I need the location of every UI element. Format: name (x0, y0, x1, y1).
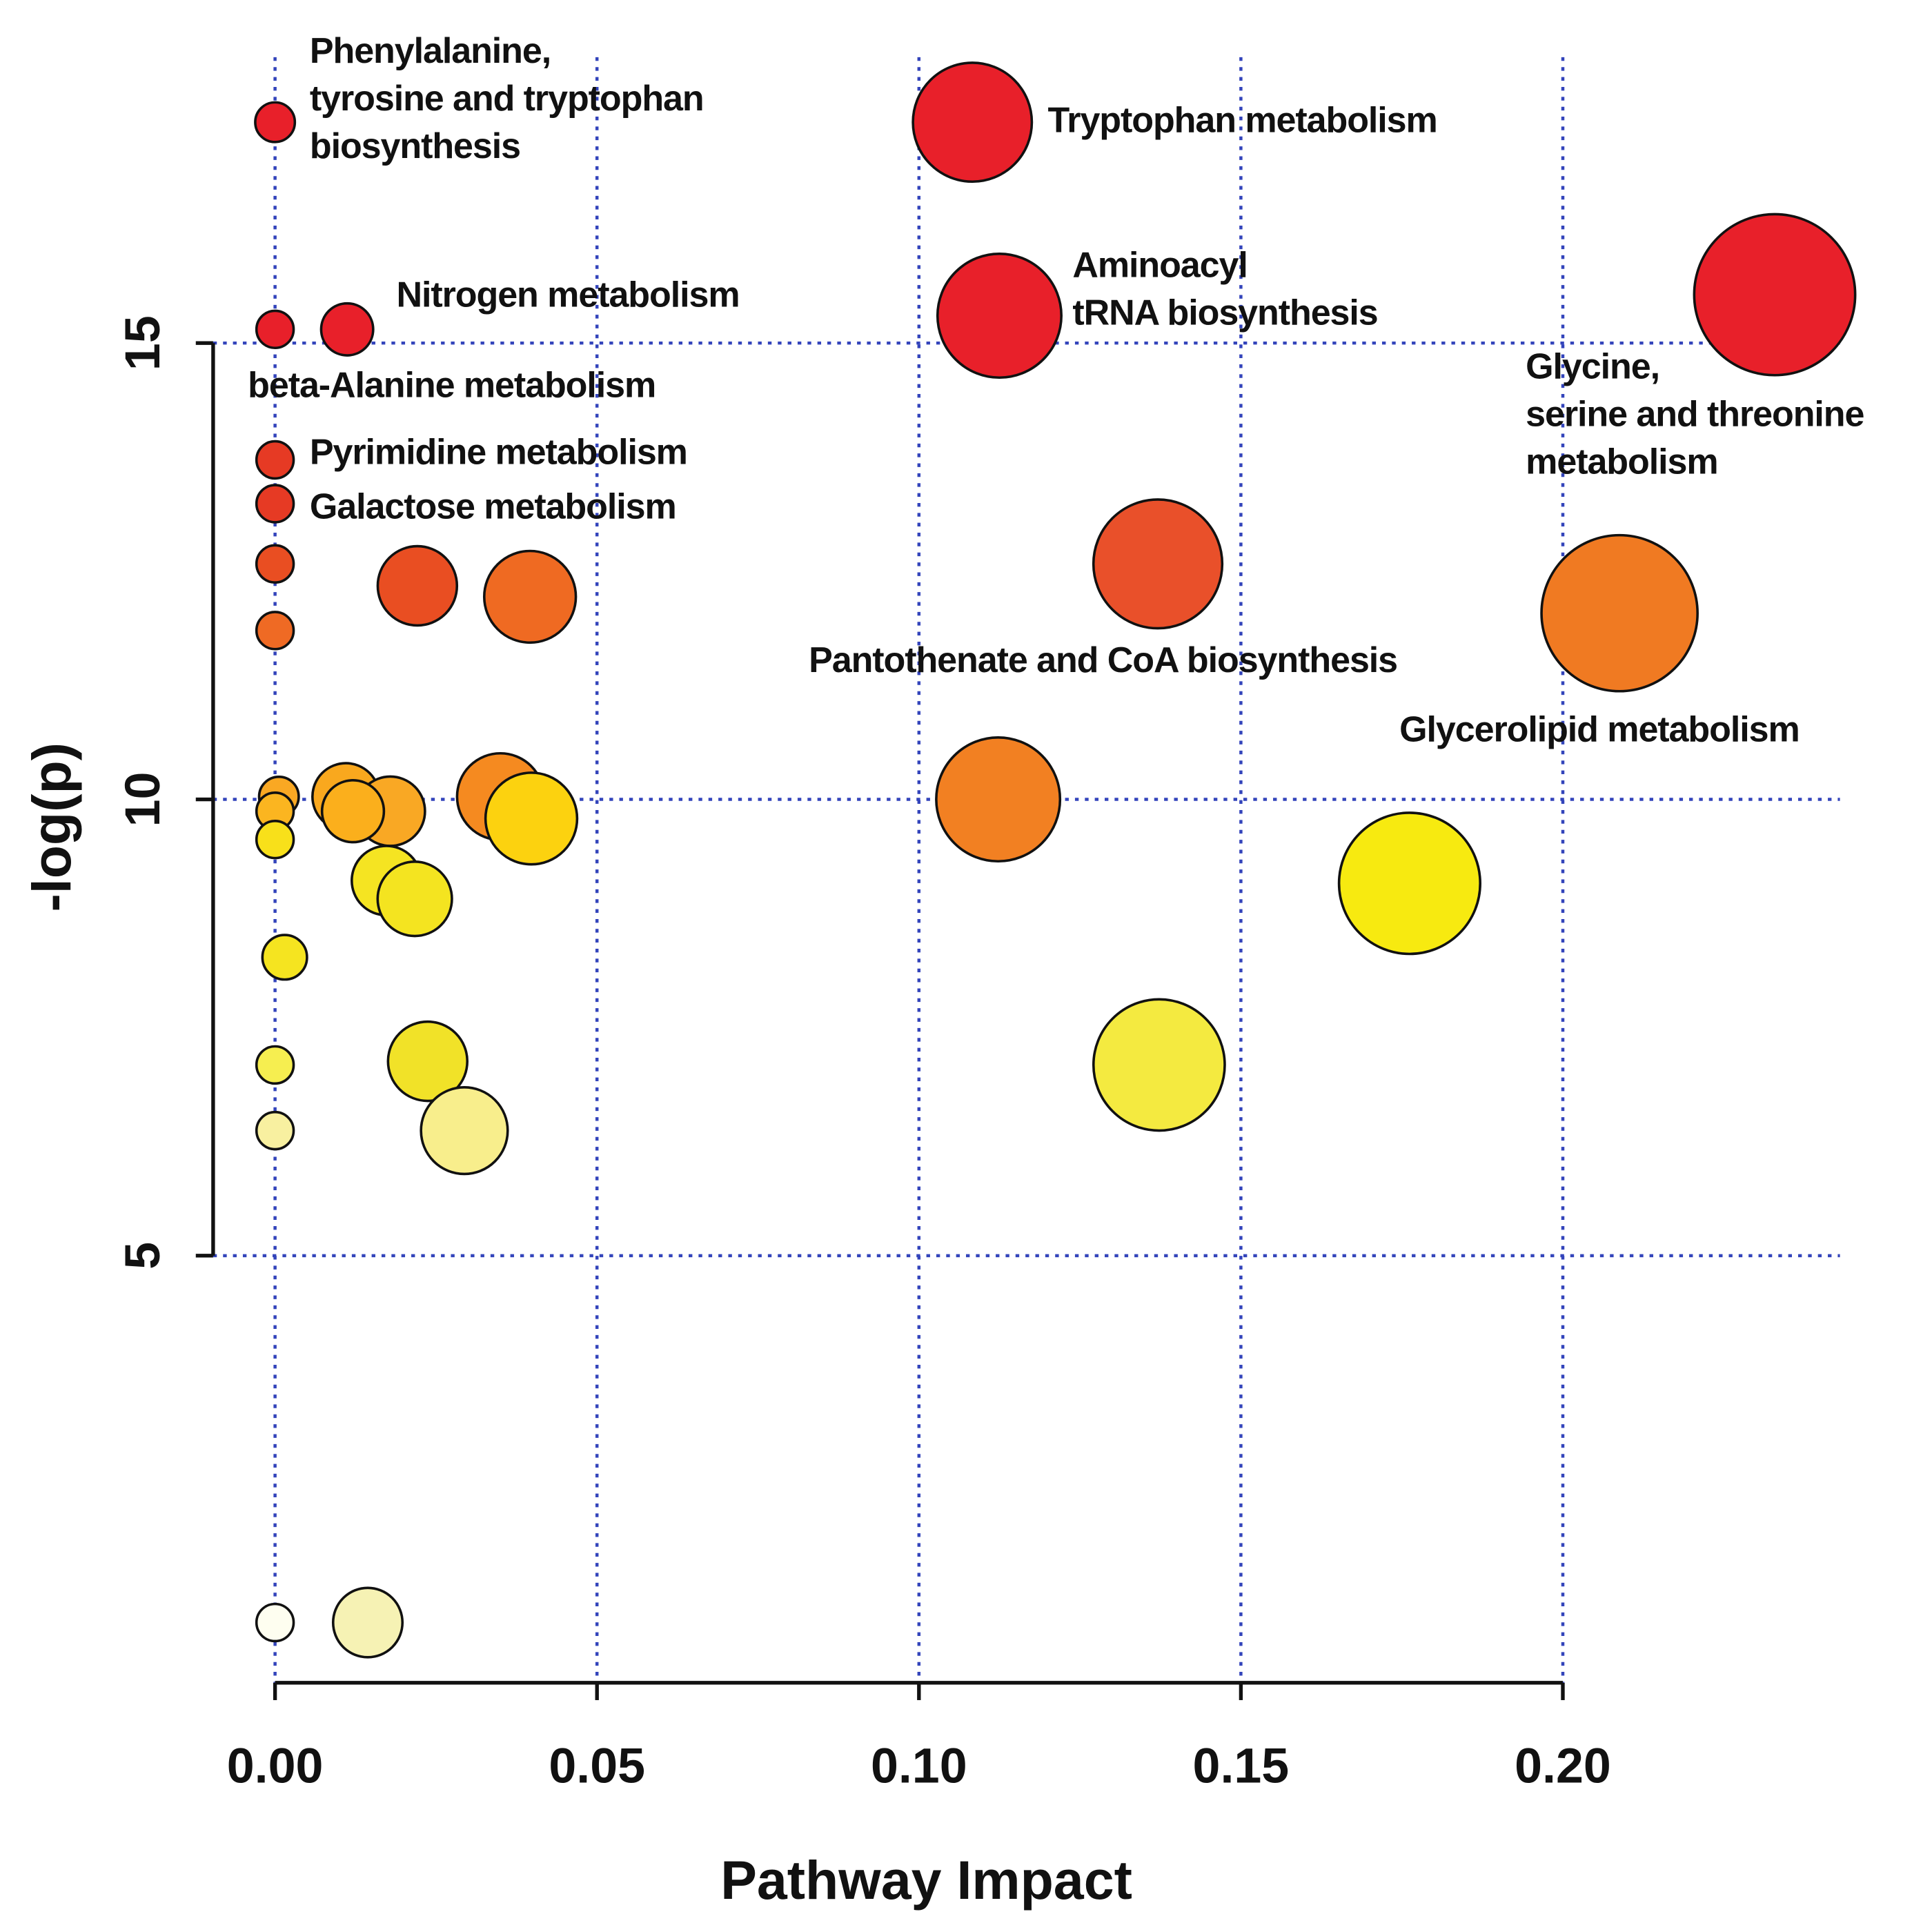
annotation: tRNA biosynthesis (1072, 293, 1377, 333)
y-tick-label: 5 (115, 1242, 170, 1270)
annotation: Aminoacyl (1072, 245, 1247, 285)
bubble (255, 820, 295, 860)
x-tick-label: 0.10 (871, 1738, 967, 1793)
bubble (255, 484, 295, 524)
bubble (376, 860, 453, 938)
bubble (1693, 213, 1857, 377)
bubble (254, 101, 297, 144)
x-axis-title: Pathway Impact (720, 1850, 1132, 1911)
y-axis-title: -log(p) (21, 742, 82, 912)
bubble (386, 1020, 469, 1103)
annotation: serine and threonine (1526, 395, 1864, 435)
annotation: Pyrimidine metabolism (310, 432, 687, 472)
y-tick-label: 10 (115, 772, 170, 827)
bubble (1540, 533, 1699, 693)
bubble (319, 302, 375, 357)
y-tick-label: 15 (115, 315, 170, 371)
bubble (331, 1586, 404, 1659)
bubble (936, 252, 1063, 379)
annotation: Glycerolipid metabolism (1399, 709, 1800, 749)
annotation: Phenylalanine, (310, 31, 551, 71)
bubble (1092, 998, 1226, 1132)
x-tick-label: 0.15 (1193, 1738, 1290, 1793)
annotation: beta-Alanine metabolism (248, 365, 656, 405)
bubble (255, 1602, 295, 1643)
bubble (484, 771, 579, 866)
bubble (255, 309, 295, 350)
bubble (255, 1110, 295, 1151)
bubble (255, 544, 295, 584)
annotation: Galactose metabolism (310, 486, 676, 526)
x-tick-label: 0.05 (549, 1738, 645, 1793)
annotation: Pantothenate and CoA biosynthesis (809, 640, 1397, 680)
bubble (911, 61, 1034, 184)
bubble (1337, 811, 1481, 956)
bubble (261, 934, 308, 981)
bubble (255, 611, 295, 651)
bubble (482, 549, 578, 644)
annotation: Nitrogen metabolism (396, 275, 739, 315)
annotation: biosynthesis (310, 126, 520, 166)
bubble (320, 779, 386, 844)
annotation: Glycine, (1526, 347, 1659, 387)
bubble (420, 1086, 509, 1176)
bubble (255, 440, 295, 480)
bubble (1092, 498, 1224, 630)
annotation: metabolism (1526, 442, 1717, 482)
bubble (255, 1045, 295, 1085)
annotation: tyrosine and tryptophan (310, 79, 704, 119)
x-tick-label: 0.20 (1515, 1738, 1611, 1793)
annotation: Tryptophan metabolism (1047, 100, 1437, 140)
bubble (935, 736, 1062, 863)
bubble (376, 544, 459, 627)
x-tick-label: 0.00 (227, 1738, 324, 1793)
